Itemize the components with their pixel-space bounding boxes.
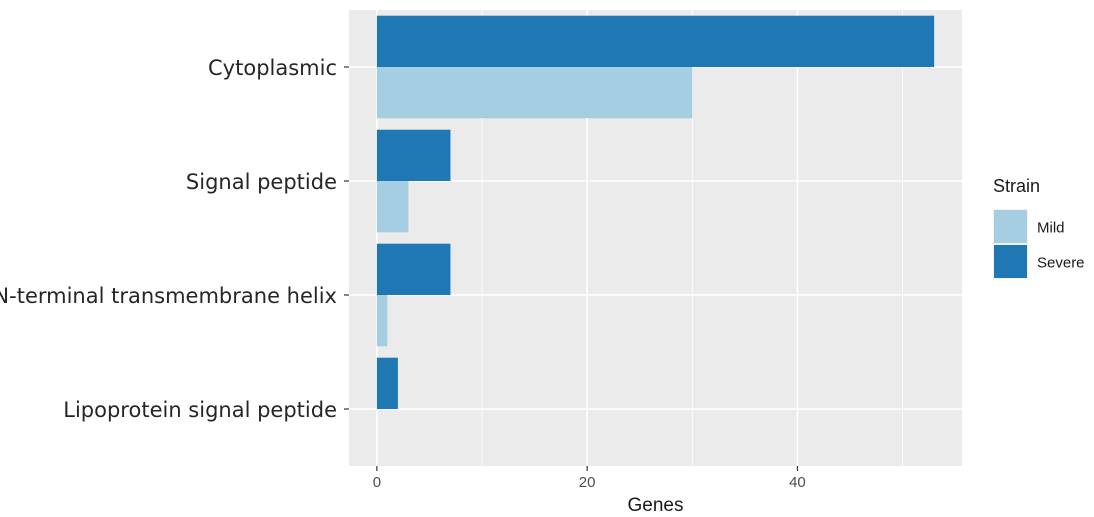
- bar-severe-signal-peptide: [376, 129, 451, 181]
- x-tick-label: 20: [579, 474, 596, 491]
- y-tick-label: Lipoprotein signal peptide: [63, 398, 337, 422]
- bar-severe-cytoplasmic: [376, 15, 935, 67]
- bars-layer: [376, 15, 935, 409]
- legend-swatch-severe: [994, 245, 1027, 278]
- legend-swatch-mild: [994, 210, 1027, 243]
- x-axis: 0 20 40: [373, 466, 806, 491]
- legend-items: Mild Severe: [993, 209, 1085, 279]
- bar-mild-signal-peptide: [376, 181, 409, 233]
- legend-title: Strain: [993, 176, 1040, 196]
- bar-severe-n-terminal-transmembrane-helix: [376, 243, 451, 295]
- y-tick-label: N-terminal transmembrane helix: [0, 284, 337, 308]
- x-tick-label: 40: [789, 474, 806, 491]
- bar-mild-cytoplasmic: [376, 67, 693, 119]
- x-tick-label: 0: [373, 474, 381, 491]
- y-axis: Cytoplasmic Signal peptide N-terminal tran…: [0, 56, 349, 422]
- legend-label-severe: Severe: [1037, 255, 1085, 272]
- legend: Strain Mild Severe: [993, 176, 1085, 279]
- bar-mild-n-terminal-transmembrane-helix: [376, 295, 388, 347]
- y-tick-label: Cytoplasmic: [208, 56, 337, 80]
- bar-severe-lipoprotein-signal-peptide: [376, 357, 398, 409]
- y-tick-label: Signal peptide: [186, 170, 337, 194]
- x-axis-title: Genes: [628, 495, 684, 516]
- legend-label-mild: Mild: [1037, 220, 1065, 237]
